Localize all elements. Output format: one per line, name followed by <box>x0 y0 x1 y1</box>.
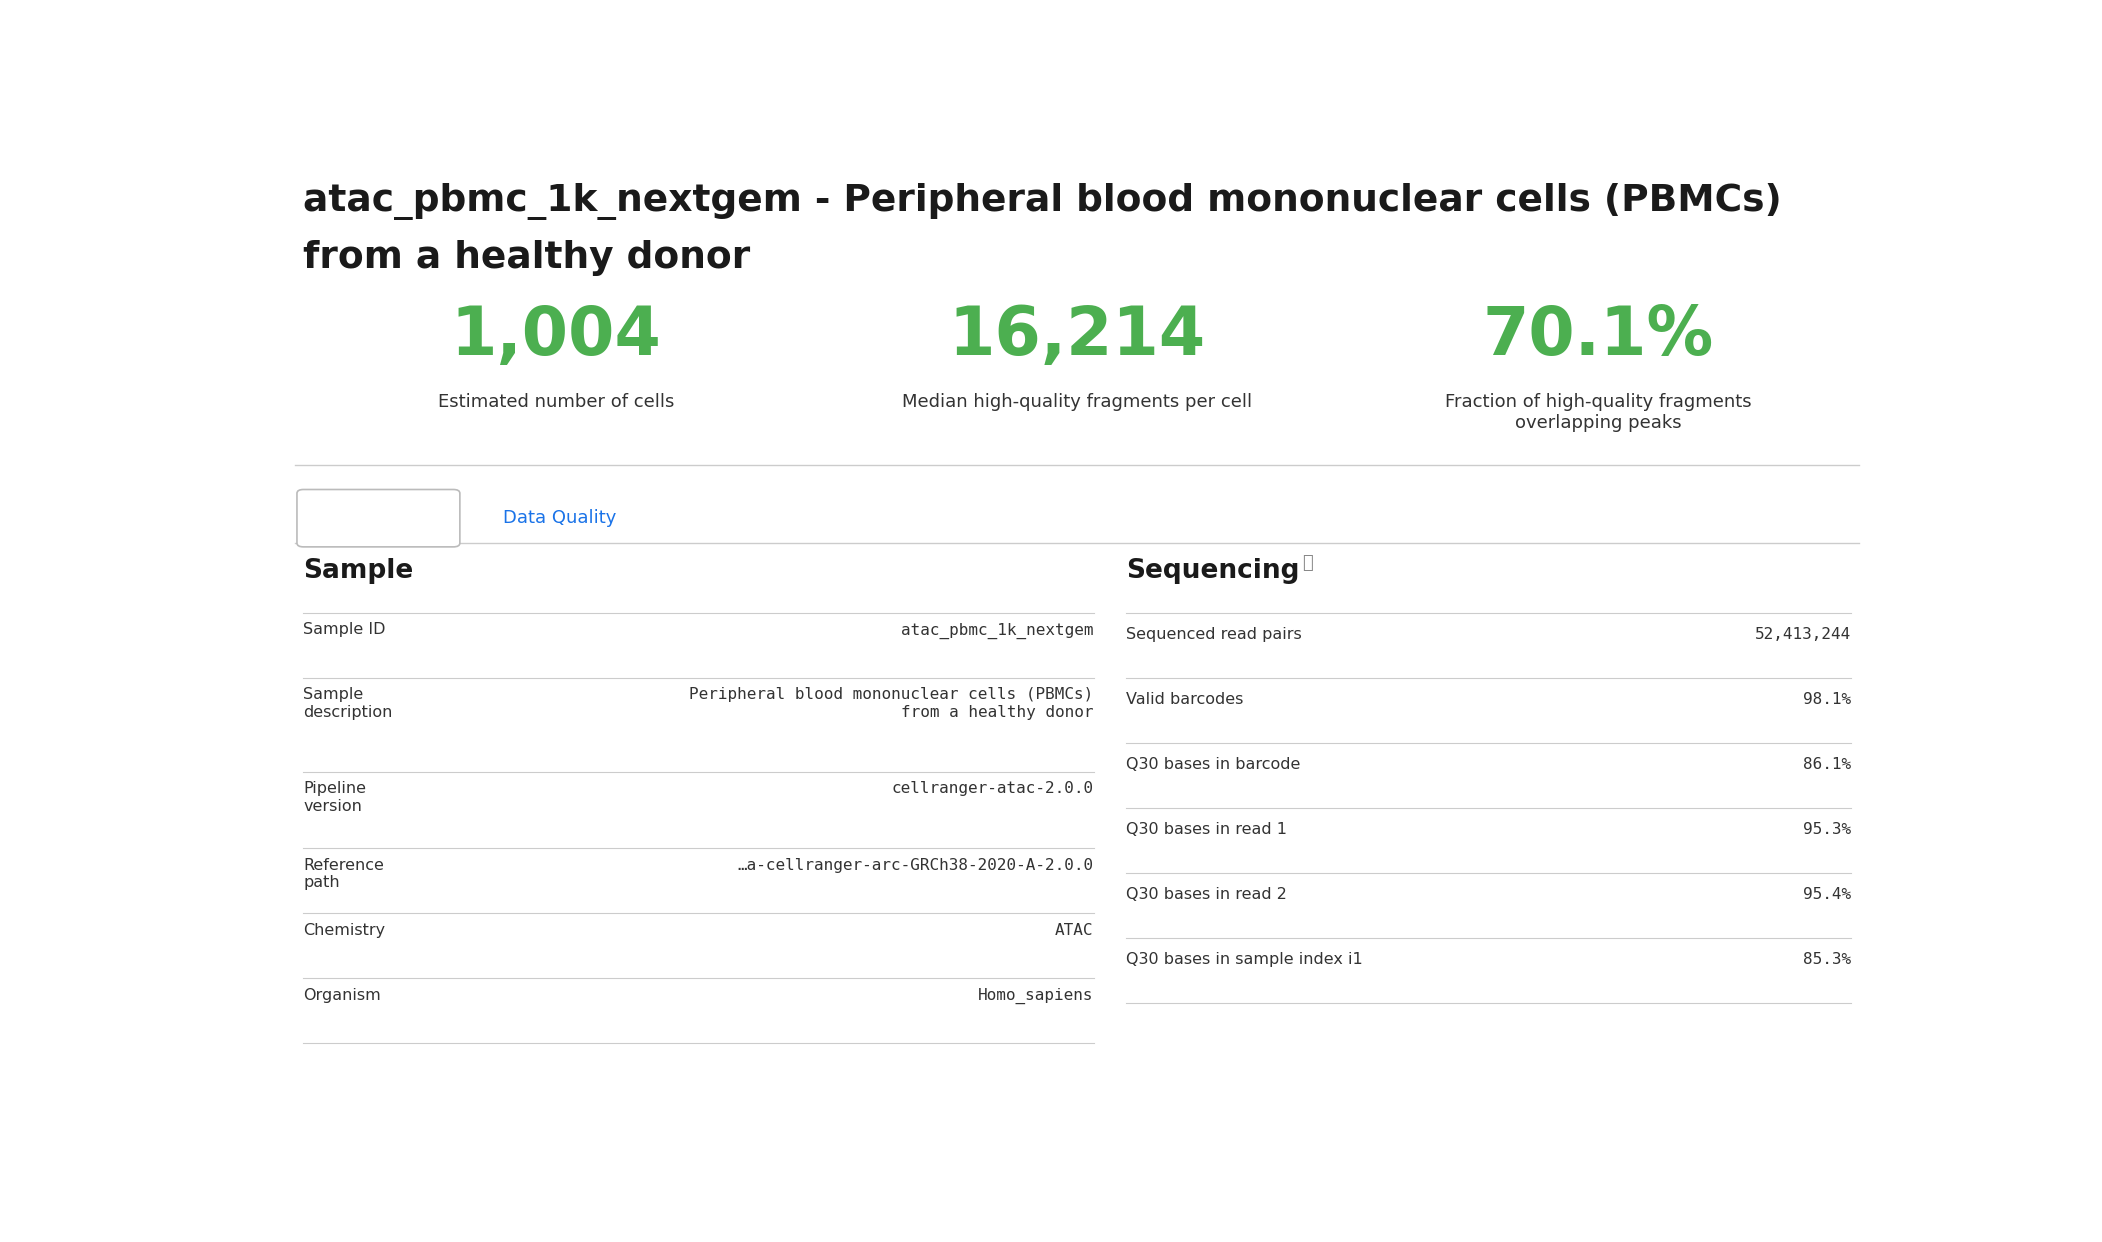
Text: …a-cellranger-arc-GRCh38-2020-A-2.0.0: …a-cellranger-arc-GRCh38-2020-A-2.0.0 <box>738 858 1093 873</box>
Text: Summary: Summary <box>334 509 423 527</box>
Text: Organism: Organism <box>303 987 380 1002</box>
Text: Estimated number of cells: Estimated number of cells <box>437 392 675 411</box>
Text: atac_pbmc_1k_nextgem: atac_pbmc_1k_nextgem <box>902 622 1093 638</box>
Text: 85.3%: 85.3% <box>1804 953 1852 968</box>
Text: from a healthy donor: from a healthy donor <box>303 240 750 276</box>
Text: Peripheral blood mononuclear cells (PBMCs)
from a healthy donor: Peripheral blood mononuclear cells (PBMC… <box>689 688 1093 720</box>
Text: ATAC: ATAC <box>1055 923 1093 938</box>
Text: Q30 bases in sample index i1: Q30 bases in sample index i1 <box>1127 953 1362 968</box>
Text: 98.1%: 98.1% <box>1804 692 1852 707</box>
Text: Q30 bases in read 2: Q30 bases in read 2 <box>1127 887 1286 903</box>
Text: Valid barcodes: Valid barcodes <box>1127 692 1244 707</box>
Text: Data Quality: Data Quality <box>502 509 616 527</box>
Text: 1,004: 1,004 <box>450 303 662 369</box>
Text: Reference
path: Reference path <box>303 858 385 891</box>
Text: Chemistry: Chemistry <box>303 923 385 938</box>
Text: Q30 bases in barcode: Q30 bases in barcode <box>1127 758 1301 773</box>
Text: 52,413,244: 52,413,244 <box>1755 627 1852 642</box>
Text: Fraction of high-quality fragments
overlapping peaks: Fraction of high-quality fragments overl… <box>1446 392 1751 432</box>
Text: 95.4%: 95.4% <box>1804 887 1852 903</box>
Text: 70.1%: 70.1% <box>1482 303 1715 369</box>
Text: atac_pbmc_1k_nextgem - Peripheral blood mononuclear cells (PBMCs): atac_pbmc_1k_nextgem - Peripheral blood … <box>303 183 1782 220</box>
Text: 86.1%: 86.1% <box>1804 758 1852 773</box>
Text: Sequencing: Sequencing <box>1127 559 1299 584</box>
Text: Q30 bases in read 1: Q30 bases in read 1 <box>1127 822 1286 837</box>
Text: Pipeline
version: Pipeline version <box>303 781 366 814</box>
Text: 95.3%: 95.3% <box>1804 822 1852 837</box>
FancyBboxPatch shape <box>296 489 460 546</box>
Text: Sample ID: Sample ID <box>303 622 387 637</box>
Text: cellranger-atac-2.0.0: cellranger-atac-2.0.0 <box>891 781 1093 796</box>
Text: ⓘ: ⓘ <box>1301 554 1314 571</box>
Text: Sample: Sample <box>303 559 414 584</box>
Text: 16,214: 16,214 <box>948 303 1207 369</box>
Text: Median high-quality fragments per cell: Median high-quality fragments per cell <box>902 392 1253 411</box>
Text: Sequenced read pairs: Sequenced read pairs <box>1127 627 1301 642</box>
Text: Homo_sapiens: Homo_sapiens <box>977 987 1093 1004</box>
Text: Sample
description: Sample description <box>303 688 393 720</box>
